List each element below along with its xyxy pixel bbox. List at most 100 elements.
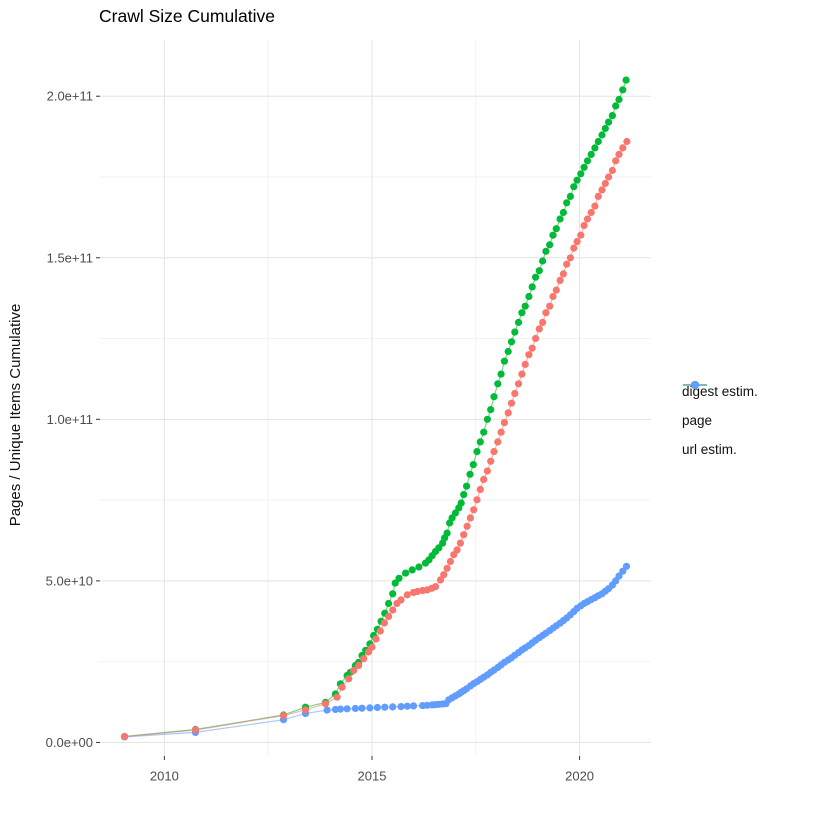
data-point	[559, 208, 568, 217]
data-point	[563, 260, 571, 268]
data-point	[469, 461, 477, 469]
data-point	[343, 705, 351, 713]
data-point	[120, 733, 129, 741]
data-point	[570, 244, 578, 252]
data-point	[494, 380, 502, 388]
data-point	[594, 192, 602, 200]
data-point	[456, 539, 464, 547]
x-tick-label: 2010	[150, 769, 179, 784]
y-tick-label: 5.0e+10	[46, 573, 93, 588]
data-point	[487, 406, 495, 414]
data-point	[500, 419, 508, 427]
data-point	[566, 254, 575, 262]
data-point	[476, 485, 484, 493]
chart-title: Crawl Size Cumulative	[99, 6, 276, 26]
legend-item: url estim.	[682, 381, 758, 464]
data-point	[532, 334, 540, 343]
data-point	[521, 302, 529, 310]
data-point	[380, 619, 388, 627]
y-tick-label: 0.0e+00	[46, 735, 93, 750]
legend-item: page	[682, 381, 758, 435]
data-point	[397, 703, 405, 711]
data-point	[612, 157, 620, 165]
data-point	[321, 700, 330, 708]
data-point	[376, 627, 384, 635]
data-point	[542, 309, 550, 317]
data-point	[542, 247, 550, 255]
data-point	[436, 576, 445, 584]
data-point	[191, 726, 200, 734]
y-tick-label: 1.0e+11	[47, 412, 93, 427]
data-point	[514, 318, 523, 326]
data-point	[460, 491, 468, 499]
data-point	[279, 712, 288, 720]
data-point	[532, 273, 540, 281]
data-point	[333, 693, 341, 701]
data-point	[463, 522, 471, 530]
data-point	[487, 457, 495, 465]
data-point	[591, 202, 599, 210]
data-point	[577, 170, 585, 178]
data-point	[473, 496, 481, 504]
data-point	[539, 257, 547, 265]
data-point	[514, 380, 523, 388]
data-point	[360, 655, 368, 663]
data-point	[443, 564, 451, 572]
data-point	[566, 192, 575, 200]
data-point	[497, 428, 505, 436]
data-point	[511, 389, 519, 398]
data-point	[453, 546, 461, 554]
data-point	[440, 571, 448, 579]
data-point	[358, 704, 366, 712]
data-point	[446, 557, 454, 566]
data-point	[615, 95, 623, 104]
data-point	[301, 706, 310, 714]
y-axis-title: Pages / Unique Items Cumulative	[7, 304, 24, 527]
data-point	[605, 173, 613, 181]
data-point	[549, 231, 557, 239]
data-point	[385, 599, 393, 608]
data-point	[381, 703, 389, 711]
series-digest-estim	[120, 137, 631, 741]
data-point	[504, 409, 512, 417]
data-point	[535, 325, 543, 333]
data-point	[539, 318, 547, 326]
data-point	[587, 208, 595, 217]
data-point	[350, 666, 358, 675]
data-point	[389, 590, 397, 598]
data-point	[397, 596, 405, 604]
data-point	[385, 612, 393, 621]
data-point	[490, 393, 498, 401]
legend-label: url estim.	[682, 442, 737, 457]
data-point	[570, 183, 578, 191]
data-point	[608, 112, 617, 120]
data-point	[619, 144, 627, 152]
data-point	[391, 579, 399, 587]
x-tick-label: 2020	[565, 769, 594, 784]
data-point	[443, 529, 451, 537]
data-point	[580, 163, 588, 171]
data-point	[402, 569, 410, 577]
data-point	[431, 583, 440, 591]
data-point	[549, 292, 557, 301]
data-point	[556, 215, 564, 223]
x-tick-label: 2015	[358, 769, 387, 784]
y-tick-label: 1.5e+11	[47, 250, 93, 265]
data-point	[525, 292, 533, 301]
data-point	[615, 572, 623, 580]
data-point	[605, 118, 613, 126]
data-point	[351, 704, 359, 713]
data-point	[587, 150, 595, 158]
axis-ticks-and-labels: 2010 2015 2020 0.0e+00 5.0e+10 1.0e+11 1.5e+11…	[46, 89, 594, 784]
data-point	[323, 706, 331, 714]
data-point	[403, 702, 411, 710]
data-point	[463, 482, 471, 490]
data-point	[619, 567, 627, 575]
data-point	[546, 241, 554, 249]
data-point	[528, 344, 536, 352]
data-point	[466, 514, 474, 522]
data-point	[556, 276, 564, 284]
data-point	[480, 428, 488, 436]
